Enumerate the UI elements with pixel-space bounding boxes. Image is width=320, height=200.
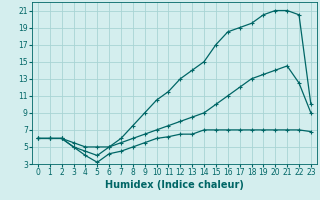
X-axis label: Humidex (Indice chaleur): Humidex (Indice chaleur)	[105, 180, 244, 190]
